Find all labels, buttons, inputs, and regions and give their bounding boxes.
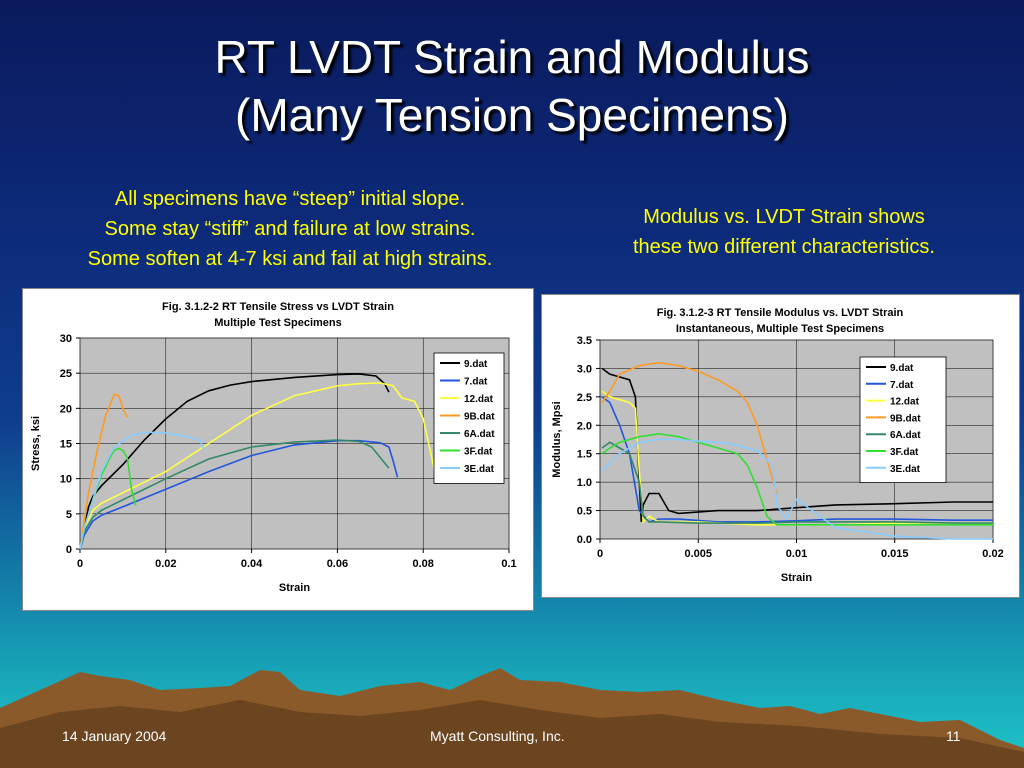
x-tick-label: 0.01 [786,548,807,560]
series-line-6A-dat [79,439,390,550]
y-axis-label: Stress, ksi [30,416,42,471]
x-tick-label: 0.06 [327,558,348,570]
legend-box [859,356,947,483]
chart-title: Fig. 3.1.2-2 RT Tensile Stress vs LVDT S… [162,301,394,313]
series-line-7-dat [79,439,399,550]
x-tick-label: 0.015 [881,548,909,560]
series-line-3E-dat [79,431,206,550]
x-tick-label: 0.005 [684,548,712,560]
legend-label: 12.dat [464,394,494,405]
left-note-line: Some stay “stiff” and failure at low str… [104,218,476,240]
slide-title: RT LVDT Strain and Modulus (Many Tension… [0,28,1024,144]
x-tick-label: 0.08 [412,558,433,570]
left-note: All specimens have “steep” initial slope… [22,184,558,274]
legend-label: 3E.dat [464,464,495,475]
legend-label: 12.dat [890,397,920,408]
series-line-9-dat [601,367,993,522]
series-line-3F-dat [601,432,993,526]
left-note-line: All specimens have “steep” initial slope… [114,188,466,210]
x-axis-label: Strain [279,582,310,594]
y-tick-label: 0.5 [577,506,592,518]
footer-page-number: 11 [946,728,961,744]
x-axis-label: Strain [781,572,812,584]
stress-strain-chart: Fig. 3.1.2-2 RT Tensile Stress vs LVDT S… [22,288,534,611]
series-line-12-dat [79,382,437,550]
legend-label: 6A.dat [890,430,921,441]
y-tick-label: 0 [66,544,72,556]
right-note: Modulus vs. LVDT Strain shows these two … [574,202,994,262]
series-line-9B-dat [601,361,778,494]
legend-label: 7.dat [890,380,914,391]
x-tick-label: 0 [77,558,83,570]
series-line-12-dat [601,390,993,526]
series-line-9B-dat [79,393,128,550]
series-line-7-dat [601,396,993,523]
y-tick-label: 25 [60,368,72,380]
modulus-strain-chart: Fig. 3.1.2-3 RT Tensile Modulus vs. LVDT… [541,294,1020,598]
y-tick-label: 3.0 [577,363,592,375]
slide-title-line1: RT LVDT Strain and Modulus [214,31,810,83]
footer-date: 14 January 2004 [62,728,167,744]
y-tick-label: 3.5 [577,335,592,347]
footer-company: Myatt Consulting, Inc. [430,728,565,744]
x-tick-label: 0.02 [155,558,176,570]
slide-title-line2: (Many Tension Specimens) [235,89,789,141]
series-line-9-dat [79,373,390,550]
modulus-strain-chart-svg: Fig. 3.1.2-3 RT Tensile Modulus vs. LVDT… [551,307,1004,584]
left-note-line: Some soften at 4-7 ksi and fail at high … [87,248,493,270]
legend-label: 9.dat [464,359,488,370]
y-tick-label: 20 [60,403,72,415]
y-tick-label: 1.0 [577,477,592,489]
y-tick-label: 1.5 [577,449,592,461]
stress-strain-chart-svg: Fig. 3.1.2-2 RT Tensile Stress vs LVDT S… [30,301,517,594]
x-tick-label: 0.1 [501,558,516,570]
series-line-3E-dat [601,438,993,540]
y-tick-label: 2.0 [577,420,592,432]
right-note-line: these two different characteristics. [633,236,935,258]
y-tick-label: 2.5 [577,392,592,404]
chart-subtitle: Multiple Test Specimens [214,317,342,329]
legend-label: 3E.dat [890,464,921,475]
y-axis-label: Modulus, Mpsi [551,401,563,477]
x-tick-label: 0 [597,548,603,560]
series-line-6A-dat [601,441,993,524]
x-tick-label: 0.04 [241,558,263,570]
legend-label: 3F.dat [890,447,919,458]
x-tick-label: 0.02 [982,548,1003,560]
right-note-line: Modulus vs. LVDT Strain shows [643,206,925,228]
legend-label: 9B.dat [464,412,495,423]
chart-title: Fig. 3.1.2-3 RT Tensile Modulus vs. LVDT… [657,307,904,319]
y-tick-label: 10 [60,474,72,486]
legend-label: 3F.dat [464,447,493,458]
y-tick-label: 5 [66,509,72,521]
legend-label: 9B.dat [890,413,921,424]
legend-label: 9.dat [890,363,914,374]
y-tick-label: 15 [60,439,72,451]
legend-label: 7.dat [464,377,488,388]
legend-label: 6A.dat [464,429,495,440]
legend-box [433,352,505,484]
chart-subtitle: Instantaneous, Multiple Test Specimens [676,323,884,335]
y-tick-label: 0.0 [577,534,592,546]
y-tick-label: 30 [60,333,72,345]
